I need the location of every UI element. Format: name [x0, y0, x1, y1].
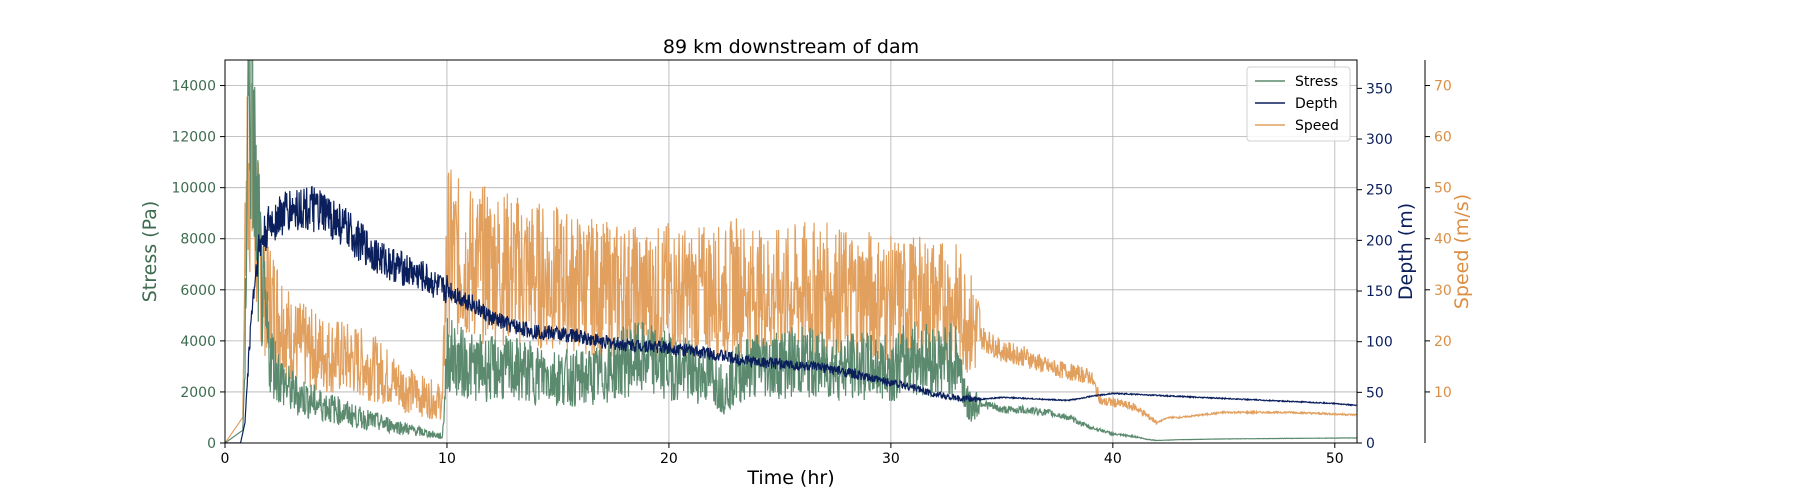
stress-tick-label: 2000	[180, 385, 216, 401]
legend-label-stress: Stress	[1295, 74, 1338, 90]
depth-axis-label: Depth (m)	[1395, 203, 1417, 300]
speed-tick-label: 10	[1434, 385, 1452, 401]
plot-frame	[224, 59, 1358, 444]
x-tick-label: 30	[882, 451, 900, 467]
depth-tick-label: 350	[1366, 81, 1393, 97]
stress-tick-label: 12000	[171, 130, 216, 146]
depth-tick-label: 100	[1366, 335, 1393, 351]
stress-tick-label: 10000	[171, 181, 216, 197]
depth-tick-label: 0	[1366, 436, 1375, 452]
speed-tick-label: 70	[1434, 79, 1452, 95]
legend-label-speed: Speed	[1295, 118, 1339, 134]
speed-tick-label: 30	[1434, 283, 1452, 299]
stress-tick-label: 14000	[171, 79, 216, 95]
stress-tick-label: 4000	[180, 334, 216, 350]
x-axis-label: Time (hr)	[746, 467, 834, 489]
legend-label-depth: Depth	[1295, 96, 1338, 112]
speed-tick-label: 40	[1434, 232, 1452, 248]
depth-tick-label: 150	[1366, 284, 1393, 300]
stress-tick-label: 0	[207, 436, 216, 452]
depth-tick-label: 200	[1366, 233, 1393, 249]
x-tick-label: 40	[1104, 451, 1122, 467]
x-tick-label: 50	[1326, 451, 1344, 467]
speed-axis-label: Speed (m/s)	[1451, 194, 1473, 309]
depth-tick-label: 250	[1366, 183, 1393, 199]
depth-tick-label: 300	[1366, 132, 1393, 148]
series-layer	[225, 60, 1357, 443]
series-line-depth	[225, 185, 1357, 443]
depth-tick-label: 50	[1366, 385, 1384, 401]
axes-layer: 0 10 20 30 40 5002000400060008000100001200014…	[139, 60, 1473, 467]
speed-tick-label: 60	[1434, 130, 1452, 146]
legend-box	[1246, 66, 1351, 142]
stress-tick-label: 8000	[180, 232, 216, 248]
speed-tick-label: 20	[1434, 334, 1452, 350]
x-tick-label: 20	[660, 451, 678, 467]
chart-title: 89 km downstream of dam	[663, 36, 919, 58]
series-line-speed	[225, 83, 1357, 443]
legend: Stress Depth Speed	[1246, 66, 1351, 142]
speed-tick-label: 50	[1434, 181, 1452, 197]
stress-tick-label: 6000	[180, 283, 216, 299]
x-tick-label: 10	[438, 451, 456, 467]
x-tick-label: 0	[221, 451, 230, 467]
stress-axis-label: Stress (Pa)	[139, 201, 161, 303]
